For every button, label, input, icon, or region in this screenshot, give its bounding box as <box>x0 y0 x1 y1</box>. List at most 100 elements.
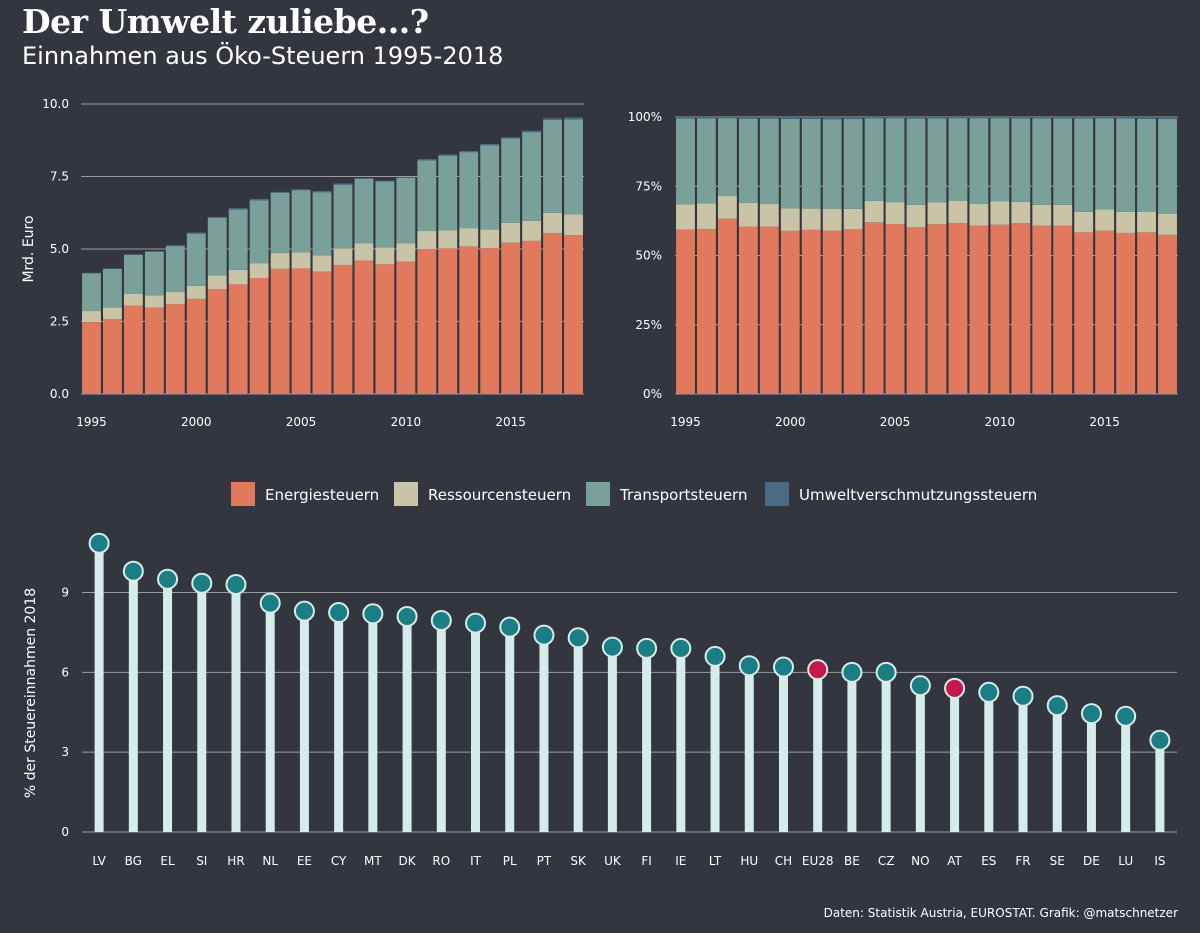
bar-abs-2008-energiesteuern <box>354 260 374 394</box>
x-tick-label-pct: 2005 <box>880 415 911 429</box>
lollipop-point-eu28 <box>807 659 829 681</box>
bar-pct-2003-ressourcensteuern <box>843 208 863 230</box>
bar-pct-2004-energiesteuern <box>864 222 884 394</box>
bar-pct-2002-ressourcensteuern <box>822 209 842 231</box>
bar-abs-2005-ressourcensteuern <box>291 252 311 269</box>
bar-pct-2013-umweltverschmutzungssteuern <box>1053 117 1073 119</box>
bar-abs-2004-ressourcensteuern <box>270 253 290 269</box>
bar-abs-2002-transportsteuern <box>228 209 248 270</box>
bar-pct-2016-umweltverschmutzungssteuern <box>1116 117 1136 119</box>
bar-abs-2004-umweltverschmutzungssteuern <box>270 191 290 193</box>
bar-abs-2005-energiesteuern <box>291 268 311 394</box>
bar-pct-1999-ressourcensteuern <box>759 203 779 227</box>
bar-abs-2015-transportsteuern <box>501 138 521 223</box>
bar-pct-2010-umweltverschmutzungssteuern <box>990 117 1010 119</box>
x-tick-label-lollipop: FI <box>641 854 651 868</box>
bar-pct-2003-transportsteuern <box>843 119 863 209</box>
bar-abs-2016-transportsteuern <box>522 132 542 221</box>
bar-pct-2003-umweltverschmutzungssteuern <box>843 117 863 120</box>
bar-abs-2008-umweltverschmutzungssteuern <box>354 177 374 179</box>
bar-abs-2012-energiesteuern <box>438 248 458 394</box>
lollipop-point-it <box>465 612 487 634</box>
bar-abs-1998-ressourcensteuern <box>144 295 164 308</box>
bar-pct-1995-ressourcensteuern <box>676 204 695 230</box>
bar-abs-2004-energiesteuern <box>270 268 290 394</box>
bar-abs-2011-ressourcensteuern <box>417 231 437 249</box>
x-tick-label-pct: 2015 <box>1089 415 1120 429</box>
bar-pct-1995-energiesteuern <box>676 229 695 394</box>
bar-abs-2014-energiesteuern <box>480 248 500 394</box>
bar-abs-2009-transportsteuern <box>375 181 395 248</box>
x-tick-label-lollipop: LV <box>92 854 106 868</box>
bar-pct-2007-transportsteuern <box>927 118 947 203</box>
y-tick-label-lollipop: 0 <box>61 825 69 839</box>
bar-abs-2010-umweltverschmutzungssteuern <box>396 177 416 178</box>
bar-pct-2014-energiesteuern <box>1074 232 1094 394</box>
bar-pct-2005-transportsteuern <box>885 118 905 203</box>
y-tick-label-lollipop: 6 <box>61 665 69 679</box>
bar-abs-2006-umweltverschmutzungssteuern <box>312 191 332 193</box>
bar-abs-2000-ressourcensteuern <box>186 285 206 299</box>
x-tick-label-lollipop: EL <box>160 854 175 868</box>
lollipop-point-ee <box>293 600 315 622</box>
bar-abs-1997-energiesteuern <box>123 305 143 394</box>
bar-abs-2007-transportsteuern <box>333 184 353 249</box>
bar-abs-1997-transportsteuern <box>123 254 143 294</box>
bar-pct-2013-transportsteuern <box>1053 118 1073 205</box>
lollipop-point-ro <box>430 609 452 631</box>
bar-pct-1995-transportsteuern <box>676 118 695 205</box>
bar-pct-2008-ressourcensteuern <box>948 200 968 223</box>
bar-pct-1998-umweltverschmutzungssteuern <box>738 117 758 119</box>
bar-pct-2010-ressourcensteuern <box>990 201 1010 225</box>
lollipop-point-hu <box>738 655 760 677</box>
bar-abs-2010-transportsteuern <box>396 177 416 244</box>
bar-pct-2011-energiesteuern <box>1011 223 1031 394</box>
bar-pct-2018-transportsteuern <box>1158 119 1177 214</box>
x-tick-label-abs: 2010 <box>391 415 422 429</box>
bar-pct-1996-umweltverschmutzungssteuern <box>697 117 716 119</box>
bar-pct-2004-transportsteuern <box>864 118 884 201</box>
bar-pct-2000-energiesteuern <box>780 230 800 394</box>
bar-abs-2010-ressourcensteuern <box>396 243 416 262</box>
bar-abs-2015-ressourcensteuern <box>501 222 521 243</box>
chart-subtitle: Einnahmen aus Öko-Steuern 1995-2018 <box>22 42 504 70</box>
bar-abs-2006-ressourcensteuern <box>312 255 332 272</box>
lollipop-point-fr <box>1012 685 1034 707</box>
bar-pct-2015-energiesteuern <box>1095 230 1115 394</box>
bar-abs-2001-ressourcensteuern <box>207 275 227 290</box>
x-tick-label-lollipop: DE <box>1083 854 1100 868</box>
bar-pct-2007-energiesteuern <box>927 224 947 394</box>
bar-pct-2011-ressourcensteuern <box>1011 201 1031 224</box>
legend-swatch-ressourcensteuern <box>394 482 418 506</box>
bar-abs-1995-umweltverschmutzungssteuern <box>82 272 101 274</box>
bar-abs-2001-umweltverschmutzungssteuern <box>207 216 227 218</box>
bar-pct-2017-umweltverschmutzungssteuern <box>1137 117 1156 119</box>
bar-pct-2018-energiesteuern <box>1158 234 1177 394</box>
bar-abs-2012-ressourcensteuern <box>438 230 458 249</box>
bar-pct-2000-ressourcensteuern <box>780 208 800 231</box>
x-tick-label-pct: 2010 <box>985 415 1016 429</box>
bar-pct-2001-energiesteuern <box>801 229 821 394</box>
bar-pct-2015-umweltverschmutzungssteuern <box>1095 117 1115 119</box>
bar-pct-1996-transportsteuern <box>697 118 716 204</box>
bar-pct-2009-transportsteuern <box>969 118 989 204</box>
bar-abs-2011-umweltverschmutzungssteuern <box>417 159 437 161</box>
lollipop-point-cz <box>875 661 897 683</box>
x-tick-label-lollipop: LU <box>1118 854 1133 868</box>
lollipop-point-lv <box>88 532 110 554</box>
lollipop-point-ch <box>772 656 794 678</box>
y-tick-label-abs: 5.0 <box>50 242 69 256</box>
y-tick-label-pct: 100% <box>628 110 662 124</box>
x-tick-label-lollipop: NL <box>262 854 278 868</box>
legend-label-umweltverschmutzungssteuern: Umweltverschmutzungssteuern <box>799 486 1037 504</box>
bar-abs-2008-transportsteuern <box>354 178 374 244</box>
bar-abs-2005-transportsteuern <box>291 190 311 253</box>
bar-pct-2001-umweltverschmutzungssteuern <box>801 117 821 119</box>
bar-abs-2017-ressourcensteuern <box>543 212 562 234</box>
bar-pct-2015-ressourcensteuern <box>1095 209 1115 231</box>
lollipop-point-si <box>191 572 213 594</box>
bar-abs-2013-transportsteuern <box>459 152 479 229</box>
bar-pct-2007-umweltverschmutzungssteuern <box>927 117 947 119</box>
bar-pct-2009-energiesteuern <box>969 225 989 394</box>
